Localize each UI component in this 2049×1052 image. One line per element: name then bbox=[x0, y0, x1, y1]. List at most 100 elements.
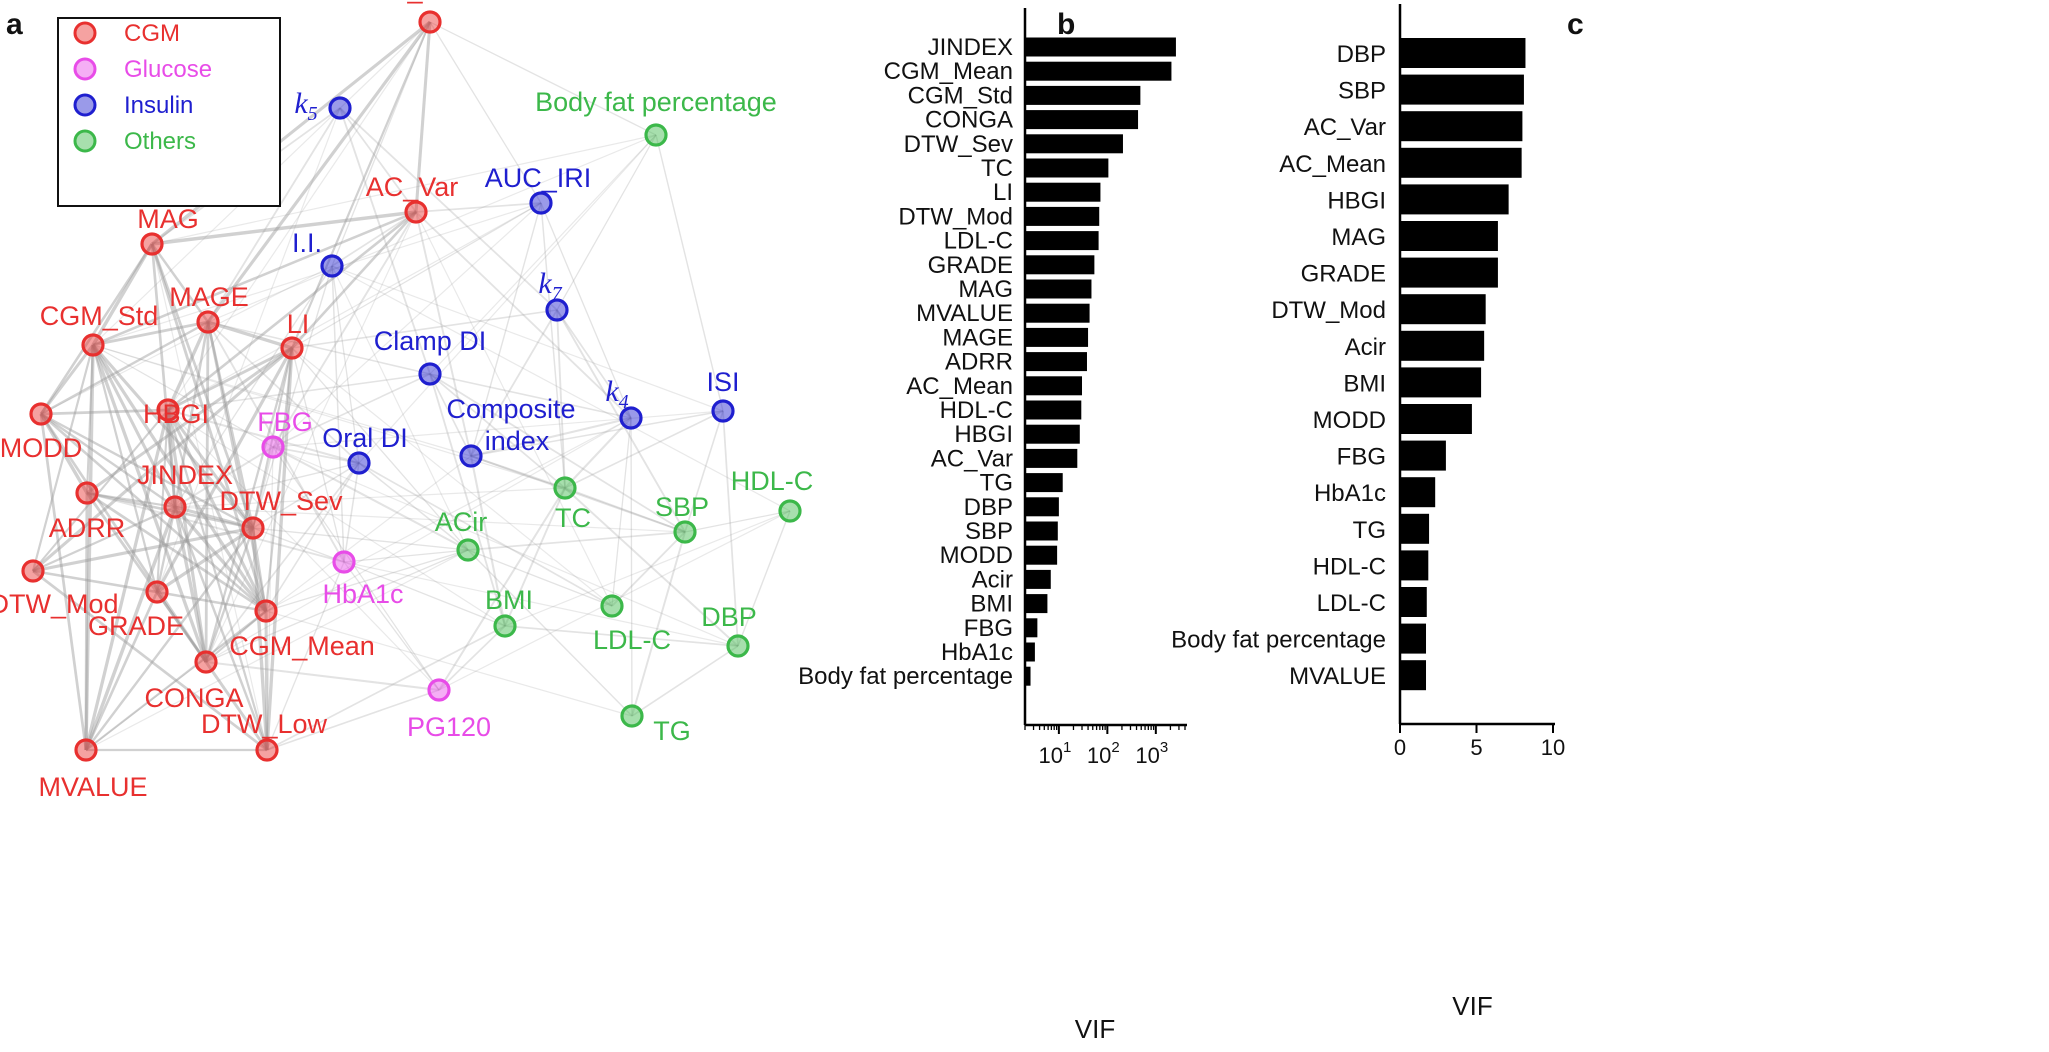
bar-label-b-tc: TC bbox=[981, 155, 1013, 182]
node-label-composite-line2: index bbox=[485, 426, 550, 456]
node-label-cgm-std: CGM_Std bbox=[40, 301, 159, 331]
tick-exponent: 3 bbox=[1160, 739, 1168, 756]
network-edge bbox=[151, 243, 268, 751]
network-edge bbox=[331, 265, 345, 563]
network-edge bbox=[291, 347, 469, 551]
node-marker-modd bbox=[29, 402, 53, 426]
node-marker-k7 bbox=[545, 298, 569, 322]
bar-b-conga bbox=[1025, 110, 1139, 130]
network-edge bbox=[415, 211, 472, 457]
network-node-mag: MAG bbox=[137, 204, 199, 256]
network-edge bbox=[150, 243, 177, 508]
network-edge bbox=[173, 505, 268, 613]
node-label-mag: MAG bbox=[137, 204, 199, 234]
network-edge bbox=[39, 413, 89, 494]
network-legend: CGM Glucose Insulin Others bbox=[57, 17, 281, 207]
bar-label-c-hbgi: HBGI bbox=[1327, 187, 1386, 214]
node-marker-hba1c bbox=[332, 550, 356, 574]
network-edge bbox=[272, 446, 440, 691]
network-edge bbox=[167, 409, 506, 627]
node-marker-pg120 bbox=[427, 678, 451, 702]
network-edge bbox=[173, 506, 269, 751]
network-edge bbox=[266, 446, 274, 751]
network-node-conga: CONGA bbox=[144, 650, 244, 713]
network-edge bbox=[265, 462, 360, 612]
network-edge bbox=[358, 462, 469, 551]
bar-c-dbp bbox=[1400, 38, 1526, 68]
node-marker-isi bbox=[711, 399, 735, 423]
panel-b-bar-chart: b JINDEXCGM_MeanCGM_StdCONGADTW_SevTCLID… bbox=[798, 8, 1187, 1044]
legend-marker bbox=[73, 129, 97, 153]
node-marker-hbgi bbox=[156, 398, 180, 422]
node-label-pg120: PG120 bbox=[407, 712, 491, 742]
network-node-acir: ACir bbox=[435, 507, 487, 562]
network-edge bbox=[150, 243, 268, 612]
node-marker-ac-var bbox=[404, 200, 428, 224]
network-node-tc: TC bbox=[553, 476, 591, 533]
network-edge bbox=[84, 344, 95, 751]
node-marker-hdl-c bbox=[778, 499, 802, 523]
bar-label-b-bmi: BMI bbox=[970, 591, 1013, 618]
network-node-fbg: FBG bbox=[257, 407, 313, 459]
node-marker-fbg bbox=[261, 435, 285, 459]
legend-item-insulin: Insulin bbox=[73, 92, 193, 119]
network-edge bbox=[265, 347, 294, 751]
node-marker-grade bbox=[145, 580, 169, 604]
network-edge bbox=[272, 373, 431, 448]
network-edge bbox=[205, 610, 267, 663]
node-marker-clampdi bbox=[418, 362, 442, 386]
node-label-auc-iri: AUC_IRI bbox=[485, 163, 592, 193]
network-edge bbox=[504, 625, 739, 647]
node-label-subscript: 5 bbox=[308, 103, 318, 125]
node-label-ldl-c: LDL-C bbox=[593, 625, 671, 655]
bar-b-ldl-c bbox=[1025, 231, 1099, 251]
bar-b-cgm-mean bbox=[1025, 61, 1172, 81]
bar-label-b-dtw-sev: DTW_Sev bbox=[904, 131, 1013, 158]
bar-c-ldl-c bbox=[1400, 587, 1427, 617]
network-edge bbox=[92, 320, 209, 347]
node-marker-k4 bbox=[619, 406, 643, 430]
bar-label-c-mag: MAG bbox=[1331, 224, 1386, 251]
network-edge bbox=[429, 373, 472, 457]
network-edge bbox=[467, 531, 686, 551]
node-label-hdl-c: HDL-C bbox=[731, 466, 814, 496]
network-edge bbox=[40, 413, 267, 612]
bar-label-b-dbp: DBP bbox=[964, 494, 1013, 521]
b-tick-label: 101 bbox=[1038, 739, 1071, 768]
network-edge bbox=[156, 107, 341, 593]
node-label-cgm-mean: CGM_Mean bbox=[229, 631, 375, 661]
node-label-composite: Composite bbox=[446, 394, 575, 424]
network-edge bbox=[429, 21, 542, 204]
node-label-mvalue: MVALUE bbox=[38, 772, 147, 802]
bar-b-mage bbox=[1025, 327, 1089, 347]
bar-label-c-dbp: DBP bbox=[1337, 41, 1386, 68]
node-label-subscript: 7 bbox=[552, 283, 563, 305]
node-marker-adrr bbox=[75, 481, 99, 505]
network-edge bbox=[86, 491, 254, 530]
bar-label-b-hba1c: HbA1c bbox=[941, 639, 1013, 666]
network-edge bbox=[207, 321, 360, 464]
network-edge bbox=[91, 344, 159, 593]
bar-b-acir bbox=[1025, 569, 1051, 589]
bar-b-dtw-mod bbox=[1025, 206, 1100, 226]
network-edge bbox=[40, 413, 176, 508]
bar-b-bmi bbox=[1025, 594, 1048, 614]
network-node-ac-var: AC_Var bbox=[366, 172, 458, 224]
network-edge bbox=[266, 561, 345, 751]
network-edge bbox=[343, 561, 440, 691]
panel-c-axes: 0 5 10 VIF bbox=[1394, 4, 1565, 1021]
network-edge bbox=[207, 107, 341, 323]
bar-label-b-body-fat-percentage: Body fat percentage bbox=[798, 663, 1013, 690]
network-edge bbox=[155, 347, 294, 593]
node-label-main: k bbox=[538, 267, 552, 300]
network-edge bbox=[204, 321, 210, 663]
bar-label-c-ac-mean: AC_Mean bbox=[1279, 151, 1386, 178]
network-edge bbox=[155, 591, 208, 663]
network-edge bbox=[331, 21, 431, 267]
node-marker-mag bbox=[140, 232, 164, 256]
panel-a-letter: a bbox=[6, 8, 23, 41]
network-edge bbox=[92, 344, 274, 448]
legend-marker bbox=[73, 93, 97, 117]
network-edge bbox=[470, 202, 542, 457]
network-edge bbox=[438, 487, 566, 691]
